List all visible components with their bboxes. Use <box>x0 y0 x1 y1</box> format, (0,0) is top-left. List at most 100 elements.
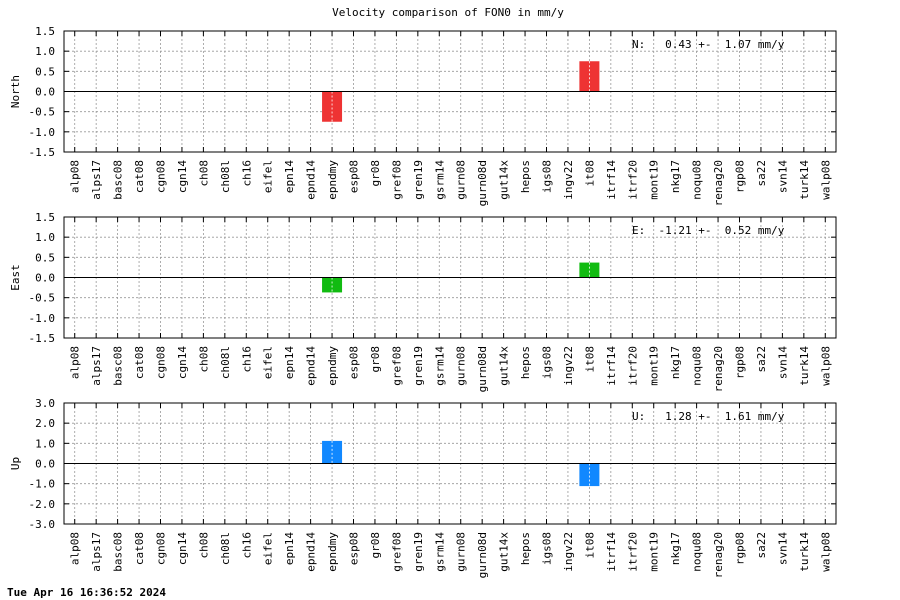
x-tick-label: noqu08 <box>691 532 704 572</box>
x-tick-label: turk14 <box>798 346 811 386</box>
x-tick-label: gut14x <box>498 532 511 572</box>
x-tick-label: itrf14 <box>605 346 618 386</box>
x-tick-label: cgn08 <box>155 346 168 379</box>
x-tick-label: alps17 <box>90 532 103 572</box>
x-tick-label: ch16 <box>240 532 253 559</box>
x-tick-label: alps17 <box>90 346 103 386</box>
y-tick-label: -1.5 <box>29 146 56 159</box>
x-tick-label: gr08 <box>369 346 382 373</box>
bar-it08 <box>579 262 600 278</box>
x-tick-label: ingv22 <box>562 346 575 386</box>
x-tick-label: ch16 <box>240 160 253 187</box>
x-tick-label: ch08l <box>219 532 232 565</box>
y-tick-label: -0.5 <box>29 106 56 119</box>
timestamp-footer: Tue Apr 16 16:36:52 2024 <box>7 586 166 599</box>
x-tick-label: sa22 <box>755 160 768 187</box>
y-axis-label: East <box>9 264 22 291</box>
x-tick-label: alp08 <box>69 346 82 379</box>
x-tick-label: walp08 <box>819 160 832 200</box>
x-tick-label: ch08 <box>197 532 210 559</box>
x-tick-label: esp08 <box>348 160 361 193</box>
x-tick-label: epn14 <box>283 160 296 193</box>
x-tick-label: ch16 <box>240 346 253 373</box>
stats-annotation: E: -1.21 +- 0.52 mm/y <box>632 224 785 237</box>
panel-north: 1.5 1.0 0.5 0.0 -0.5 -1.0 -1.5 alp08 alps17 basc0… <box>9 25 837 206</box>
x-tick-label: cgn08 <box>155 160 168 193</box>
x-tick-label: renag20 <box>712 160 725 206</box>
x-tick-label: basc08 <box>112 160 125 200</box>
x-tick-label: igs08 <box>541 160 554 193</box>
panel-frame <box>63 30 837 153</box>
panel-up: 3.0 2.0 1.0 0.0 -1.0 -2.0 -3.0 alp08 alps17 basc0… <box>9 397 837 578</box>
x-tick-label: walp08 <box>819 346 832 386</box>
x-tick-label: itrf20 <box>626 532 639 572</box>
x-tick-label: gren19 <box>412 532 425 572</box>
x-tick-label: igs08 <box>541 346 554 379</box>
stats-annotation: U: 1.28 +- 1.61 mm/y <box>632 410 785 423</box>
x-tick-label: ingv22 <box>562 532 575 572</box>
x-tick-label: walp08 <box>819 532 832 572</box>
panel-frame <box>63 216 837 339</box>
x-tick-label: rgp08 <box>734 160 747 193</box>
x-tick-label: ch08 <box>197 160 210 187</box>
panel-east: 1.5 1.0 0.5 0.0 -0.5 -1.0 -1.5 alp08 alps17 basc0… <box>9 211 837 392</box>
x-tick-label: basc08 <box>112 346 125 386</box>
x-tick-label: svn14 <box>776 532 789 565</box>
x-tick-label: ingv22 <box>562 160 575 200</box>
x-tick-label: epnd14 <box>305 532 318 572</box>
x-tick-label: it08 <box>583 346 596 373</box>
x-tick-label: gren19 <box>412 346 425 386</box>
y-tick-label: -3.0 <box>29 518 56 531</box>
x-tick-label: mont19 <box>648 532 661 572</box>
x-tick-label: hepos <box>519 532 532 565</box>
x-tick-label: gr08 <box>369 532 382 559</box>
y-tick-label: 1.0 <box>35 231 55 244</box>
x-tick-label: epn14 <box>283 532 296 565</box>
x-tick-label: itrf14 <box>605 160 618 200</box>
x-tick-label: cgn14 <box>176 346 189 379</box>
x-tick-label: epndmy <box>326 346 339 386</box>
bar-it08 <box>579 61 600 92</box>
x-tick-label: it08 <box>583 160 596 187</box>
x-tick-label: noqu08 <box>691 346 704 386</box>
x-tick-label: igs08 <box>541 532 554 565</box>
x-tick-label: cat08 <box>133 160 146 193</box>
x-tick-label: sa22 <box>755 346 768 373</box>
x-tick-label: gr08 <box>369 160 382 187</box>
y-tick-label: 1.0 <box>35 45 55 58</box>
x-tick-label: ch08l <box>219 346 232 379</box>
y-tick-label: 0.0 <box>35 272 55 285</box>
chart-title: Velocity comparison of FON0 in mm/y <box>332 6 564 19</box>
x-tick-label: svn14 <box>776 160 789 193</box>
x-tick-label: alp08 <box>69 532 82 565</box>
x-tick-label: cgn14 <box>176 160 189 193</box>
y-tick-label: -1.5 <box>29 332 56 345</box>
bar-it08 <box>579 463 600 487</box>
x-tick-label: itrf20 <box>626 346 639 386</box>
x-tick-label: it08 <box>583 532 596 559</box>
x-tick-label: epnd14 <box>305 346 318 386</box>
x-tick-label: rgp08 <box>734 346 747 379</box>
x-tick-label: cat08 <box>133 346 146 379</box>
x-tick-label: mont19 <box>648 160 661 200</box>
x-tick-label: nkg17 <box>669 346 682 379</box>
x-tick-label: cgn14 <box>176 532 189 565</box>
x-tick-label: epn14 <box>283 346 296 379</box>
x-tick-label: eifel <box>262 532 275 565</box>
panel-frame <box>63 402 837 525</box>
x-tick-label: renag20 <box>712 346 725 392</box>
x-tick-label: svn14 <box>776 346 789 379</box>
x-tick-label: noqu08 <box>691 160 704 200</box>
x-tick-label: hepos <box>519 160 532 193</box>
x-tick-label: gurn08 <box>455 160 468 200</box>
x-tick-label: alps17 <box>90 160 103 200</box>
x-tick-label: turk14 <box>798 160 811 200</box>
y-tick-label: 1.5 <box>35 25 55 38</box>
x-tick-label: gref08 <box>390 160 403 200</box>
x-tick-label: gurn08 <box>455 346 468 386</box>
y-tick-label: -1.0 <box>29 126 56 139</box>
x-tick-label: gurn08d <box>476 346 489 392</box>
x-tick-label: ch08l <box>219 160 232 193</box>
bar-epndmy <box>322 91 343 122</box>
